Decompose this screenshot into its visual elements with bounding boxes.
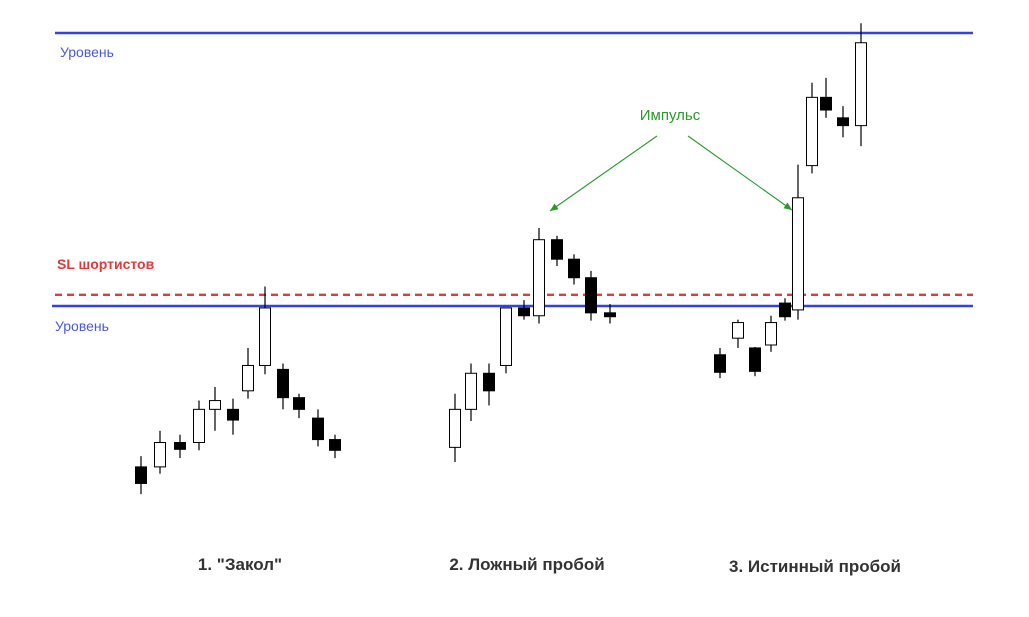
level-label-middle: Уровень (55, 318, 109, 334)
candle (259, 286, 271, 375)
candle-body-bear (714, 354, 726, 373)
candle-body-bull (193, 408, 205, 444)
candle-body-bear (277, 368, 289, 399)
impulse-label: Импульс (640, 107, 701, 124)
candle (135, 456, 147, 495)
candle-body-bear (483, 372, 495, 392)
candle (483, 363, 495, 406)
candle (765, 315, 777, 352)
candle-body-bear (585, 277, 597, 314)
candle (806, 82, 818, 174)
candle-body-bear (312, 417, 324, 441)
candle (837, 106, 849, 138)
candle-body-bear (820, 96, 832, 111)
candle-body-bull (732, 322, 744, 339)
candle-body-bear (174, 442, 186, 450)
candle (792, 164, 804, 320)
sl-label: SL шортистов (57, 256, 155, 272)
candle-body-bear (518, 307, 530, 317)
candle-body-bear (568, 258, 580, 279)
candle (732, 319, 744, 348)
candle (855, 23, 867, 147)
impulse-arrow-left-head (550, 203, 559, 211)
candle (329, 434, 341, 459)
impulse-arrows (549, 135, 793, 212)
candle (293, 393, 305, 419)
candle (551, 235, 563, 267)
candle-body-bull (500, 307, 512, 366)
candle-body-bear (604, 312, 616, 318)
candle (312, 409, 324, 447)
candle-body-bull (209, 400, 221, 410)
candle (277, 363, 289, 410)
candle (174, 434, 186, 459)
candle (227, 398, 239, 435)
candle-body-bear (551, 239, 563, 260)
candle-body-bear (293, 397, 305, 410)
candle-body-bear (227, 408, 239, 421)
candle (193, 400, 205, 451)
impulse-arrow-right (687, 135, 793, 211)
candle-body-bull (449, 408, 461, 448)
candle (518, 300, 530, 320)
candle-body-bull (242, 364, 254, 392)
candle-body-bear (749, 347, 761, 372)
candle (209, 386, 221, 431)
candle-body-bull (533, 239, 545, 317)
level-label-top: Уровень (60, 44, 114, 60)
candle (500, 307, 512, 374)
candle (820, 77, 832, 118)
candle (154, 430, 166, 474)
level-lines (52, 31, 973, 308)
candle (568, 254, 580, 285)
candle-body-bull (465, 372, 477, 410)
candle (449, 393, 461, 462)
candle (604, 304, 616, 324)
candle (585, 270, 597, 321)
candle-body-bull (792, 197, 804, 311)
candle (749, 346, 761, 377)
candle (465, 363, 477, 422)
caption-false-breakout: 2. Ложный пробой (449, 555, 604, 574)
candle-body-bull (806, 96, 818, 167)
caption-fake-out: 1. "Закол" (198, 555, 282, 574)
candle-body-bull (765, 322, 777, 346)
candle-body-bear (837, 117, 849, 127)
candle-body-bull (259, 307, 271, 366)
impulse-arrow-left (549, 135, 658, 212)
candle-body-bull (154, 442, 166, 468)
candle-body-bull (855, 42, 867, 127)
candle (242, 347, 254, 399)
candle-body-bear (329, 439, 341, 451)
candle-body-bear (135, 466, 147, 484)
candle-body-bear (779, 302, 791, 318)
candle (714, 347, 726, 379)
caption-true-breakout: 3. Истинный пробой (729, 557, 901, 576)
candle (533, 228, 545, 324)
impulse-arrow-right-head (783, 202, 792, 210)
candles (135, 23, 867, 495)
candle (779, 298, 791, 321)
